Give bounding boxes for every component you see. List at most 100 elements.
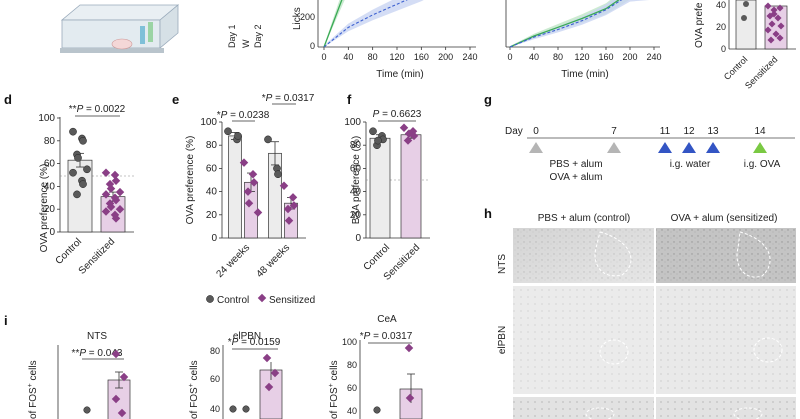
top-strip: Day 1 W Day 2 Licks 200 0 0 40 80 120 160 200… [60,0,796,91]
d-point-sensitized [111,176,121,185]
f-sensitized-bar [400,134,422,239]
e-control-bar [228,135,242,239]
e-ytick-label: 0 [211,233,217,244]
c-bar-control [735,0,757,50]
e-point-control [264,135,272,144]
g-day-11: 11 [660,126,671,137]
h-row1-label: NTS [497,254,508,274]
d-point-sensitized [111,195,121,205]
day1-label: Day 1 [227,24,237,48]
lick2-green-line [509,0,620,48]
e-group-24weeks: 24 weeks [214,242,252,280]
f-yticks: 100 80 60 40 20 0 [344,117,366,244]
c-dot-sensitized [777,22,785,30]
day1-label-partial: W [241,39,251,48]
lick2-xtick-label: 0 [507,52,512,62]
lick1-ytick-0: 0 [310,41,315,51]
panel-letter-i: i [4,313,8,328]
lick1-ytick-200: 200 [300,12,315,22]
panel-letter-d: d [4,92,12,107]
i-elpbn-dot-sensitized [270,368,280,378]
e-point-sensitized [284,216,294,225]
h-outline-nts-sensitized [736,231,771,278]
lick1-xlabel: Time (min) [376,69,423,80]
lick1-blue-band [324,0,424,47]
legend: Control Sensitized [206,293,315,306]
i-elpbn-dot-sensitized [264,382,274,392]
c-dot-sensitized [767,36,775,44]
d-point-sensitized [115,204,125,214]
e-ytick-label: 80 [206,140,218,151]
i-elpbn-dot-sensitized [262,353,272,363]
d-point-control [73,190,81,199]
c-dot-control [743,1,749,7]
h-image-row3-sensitized [656,397,796,419]
f-ytick-label: 40 [350,187,362,198]
lick1-xtick-label: 40 [343,52,353,62]
legend-sensitized-marker [257,293,267,303]
lick2-xtick-label: 120 [574,52,589,62]
h-image-elpbn-sensitized-shade [656,286,796,394]
i-nts-ylabel: of FOS+ cells [27,360,39,419]
d-cat-sensitized: Sensitized [77,236,117,276]
f-ytick-label: 100 [344,117,361,128]
g-day-0: 0 [533,126,539,137]
d-point-sensitized [110,170,120,180]
d-point-sensitized [101,168,111,177]
lick2-xticks: 0 40 80 120 160 200 240 [507,47,662,62]
i-title-cea: CeA [377,314,397,325]
h-outline-elpbn-sensitized [753,337,783,363]
licks-ylabel: Licks [292,7,303,30]
legend-sensitized-label: Sensitized [269,295,315,306]
f-bars [369,123,422,239]
h-image-elpbn-sensitized [656,286,796,394]
h-col1-label: PBS + alum (control) [538,213,631,224]
d-point-sensitized [111,214,121,223]
d-yticks: 100 80 60 40 20 0 [38,113,60,238]
lick2-xtick-label: 240 [646,52,661,62]
h-row2-label: elPBN [497,326,508,354]
e-bars [224,127,299,239]
e-stat1: *P = 0.0238 [217,110,270,121]
g-triangle-day0 [529,142,543,153]
e-ytick-label: 40 [206,187,218,198]
g-triangle-day7 [607,142,621,153]
i-nts-dot-control [83,406,91,414]
h-col2-label: OVA + alum (sensitized) [671,213,778,224]
i-stat-nts: **P = 0.043 [72,348,123,359]
e-point-sensitized [248,169,258,179]
h-image-row3-control [513,397,654,419]
g-day-12: 12 [683,126,695,137]
g-day-7: 7 [611,126,617,137]
h-outline-row3-sensitized [733,407,763,419]
e-point-sensitized [243,187,253,196]
d-stat: **P = 0.0022 [69,104,126,115]
g-day-14: 14 [754,126,766,137]
h-image-elpbn-control-shade [513,286,654,394]
i-nts-dot-sensitized [111,349,121,359]
e-point-sensitized [279,181,289,191]
h-outline-nts-control [594,231,632,277]
lick1-blue-line [323,0,408,48]
f-point-sensitized [404,129,414,138]
i-cea-ytick: 60 [347,383,357,393]
d-bars [67,127,126,233]
c-dot-sensitized [770,10,778,18]
f-ylabel: BSA preference (%) [351,136,362,224]
f-point-sensitized [399,123,409,133]
g-triangle-day11 [658,142,672,153]
e-point-control [274,170,282,179]
lick1-xtick-label: 120 [389,52,404,62]
lick1-xtick-label: 200 [438,52,453,62]
c-ytick-20: 20 [716,22,726,32]
i-nts-dot-sensitized [111,394,121,404]
panel-letter-f: f [347,92,352,107]
c-cat-control: Control [722,54,750,82]
c-cat-sensitized: Sensitized [743,54,779,90]
e-ytick-label: 20 [206,210,218,221]
lick2-blue-band [510,0,650,47]
panel-f: f BSA preference (%) 100 80 60 40 20 0 P = 0.… [344,92,430,283]
lick1-xtick-label: 160 [414,52,429,62]
i-cea-dot-sensitized [405,393,415,403]
